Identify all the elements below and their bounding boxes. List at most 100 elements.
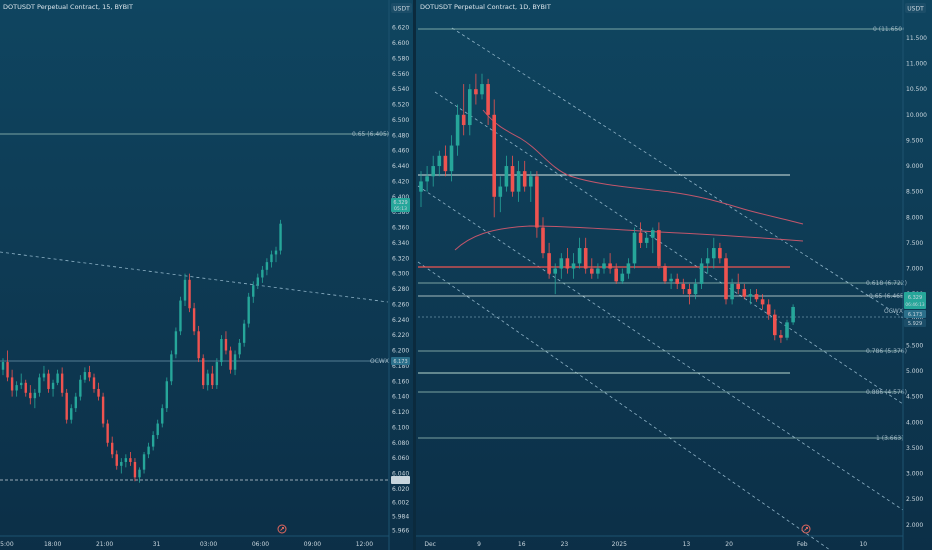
panel-divider[interactable] [413, 0, 416, 550]
candle [147, 442, 150, 459]
candle [657, 222, 661, 269]
ocwx-label: OCWX [370, 358, 389, 365]
candle [252, 281, 255, 303]
right-chart-panel[interactable]: 0 (11.650) 0.618 (6.722) 0.65 (6.465) OC… [416, 0, 927, 550]
price-tick-label: 6.260 [392, 301, 409, 308]
candle [101, 392, 105, 428]
candle [188, 273, 191, 313]
price-tick-label: 5.500 [906, 342, 923, 349]
candle [547, 242, 551, 279]
candle [651, 227, 655, 254]
price-tick-label: 6.060 [392, 455, 409, 462]
candle [730, 278, 734, 305]
price-tick-label: 6.040 [392, 471, 409, 478]
candle [553, 263, 557, 295]
candle [773, 309, 777, 341]
candle [65, 388, 68, 424]
ocwx-label-right: OCWX [884, 308, 903, 315]
candle [24, 379, 27, 397]
candle [183, 273, 187, 306]
left-countdown: 05:13 [394, 206, 407, 212]
right-ocwx-price-badge [904, 310, 926, 318]
left-unit-badge[interactable] [391, 3, 412, 13]
time-tick-label: Dec [424, 541, 436, 548]
candle [529, 171, 533, 202]
fib-1-label: 1 (3.663) [876, 435, 904, 442]
candle [124, 454, 128, 468]
left-low-price: 6.025 [393, 478, 407, 484]
candle [699, 258, 704, 290]
candle [224, 331, 228, 355]
time-tick-label: Feb [797, 541, 808, 548]
candle [74, 392, 77, 413]
trend-channel-lines [417, 27, 904, 550]
right-time-axis[interactable]: Dec 9 16 23 2025 13 20 Feb 10 [424, 541, 867, 548]
candle [233, 350, 237, 376]
candle [220, 335, 223, 366]
left-last-price-badge [391, 198, 410, 212]
price-tick-label: 6.140 [392, 394, 409, 401]
candle [33, 388, 37, 409]
price-tick-label: 6.180 [392, 363, 409, 370]
candle [111, 436, 114, 459]
left-time-axis[interactable]: 15:00 18:00 21:00 31 03:00 06:00 09:00 12:00 [0, 541, 373, 548]
right-unit-badge[interactable] [905, 3, 926, 13]
candle [197, 325, 200, 363]
price-tick-label: 9.000 [906, 163, 923, 170]
right-price-axis[interactable]: 2.000 2.500 3.000 3.500 4.000 4.500 5.000 5.500… [906, 35, 927, 529]
price-tick-label: 6.100 [392, 424, 409, 431]
time-tick-label: 9 [477, 541, 481, 548]
candle [766, 299, 771, 320]
candle [779, 330, 783, 343]
time-tick-label: 20 [725, 541, 733, 548]
price-tick-label: 8.500 [906, 189, 923, 196]
price-tick-label: 6.620 [392, 25, 409, 32]
candle [760, 294, 765, 310]
candle [274, 246, 278, 263]
candle [675, 273, 679, 290]
candle [51, 379, 55, 397]
candle [602, 258, 606, 274]
candle [1, 358, 5, 376]
price-tick-label: 3.500 [906, 445, 923, 452]
candles-left-group [1, 219, 282, 483]
left-chart-panel[interactable]: 0.65 (6.405) OCWX DOTUSDT Perpetual Cont… [0, 0, 412, 550]
left-ocwx-price: 6.173 [393, 359, 407, 365]
candle [192, 302, 196, 336]
price-tick-label: 6.280 [392, 286, 409, 293]
candle [38, 373, 41, 397]
price-tick-label: 6.580 [392, 55, 409, 62]
price-tick-label: 3.000 [906, 471, 923, 478]
candle [541, 217, 545, 259]
candle [202, 354, 205, 389]
moving-average-slow[interactable] [454, 225, 804, 251]
price-tick-label: 6.160 [392, 378, 409, 385]
candle [265, 258, 269, 276]
right-chart-title: DOTUSDT Perpetual Contract, 1D, BYBIT [420, 3, 551, 11]
fib-0786-label: 0.786 (5.376) [866, 348, 907, 355]
moving-average-fast[interactable] [482, 109, 804, 225]
candle [242, 319, 246, 347]
candle [156, 419, 159, 439]
candle [516, 160, 521, 202]
candle [138, 467, 141, 483]
candle [474, 73, 478, 105]
candle [736, 273, 740, 295]
price-tick-label: 6.360 [392, 225, 409, 232]
candle [261, 265, 264, 283]
time-tick-label: 06:00 [252, 541, 269, 548]
price-tick-label: 6.520 [392, 102, 409, 109]
right-time-settings-icon[interactable] [801, 524, 811, 534]
candle [443, 145, 448, 177]
left-unit-label: USDT [393, 6, 410, 13]
left-chart-title: DOTUSDT Perpetual Contract, 15, BYBIT [3, 3, 133, 11]
candle [638, 222, 643, 249]
left-time-settings-icon[interactable] [277, 524, 287, 534]
candle [211, 365, 214, 389]
left-price-axis[interactable]: 5.966 5.984 6.002 6.020 6.040 6.060 6.080 6.100… [392, 25, 409, 535]
trend-line[interactable] [0, 251, 389, 303]
price-tick-label: 6.200 [392, 348, 409, 355]
price-tick-label: 7.000 [906, 266, 923, 273]
price-tick-label: 6.380 [392, 209, 409, 216]
